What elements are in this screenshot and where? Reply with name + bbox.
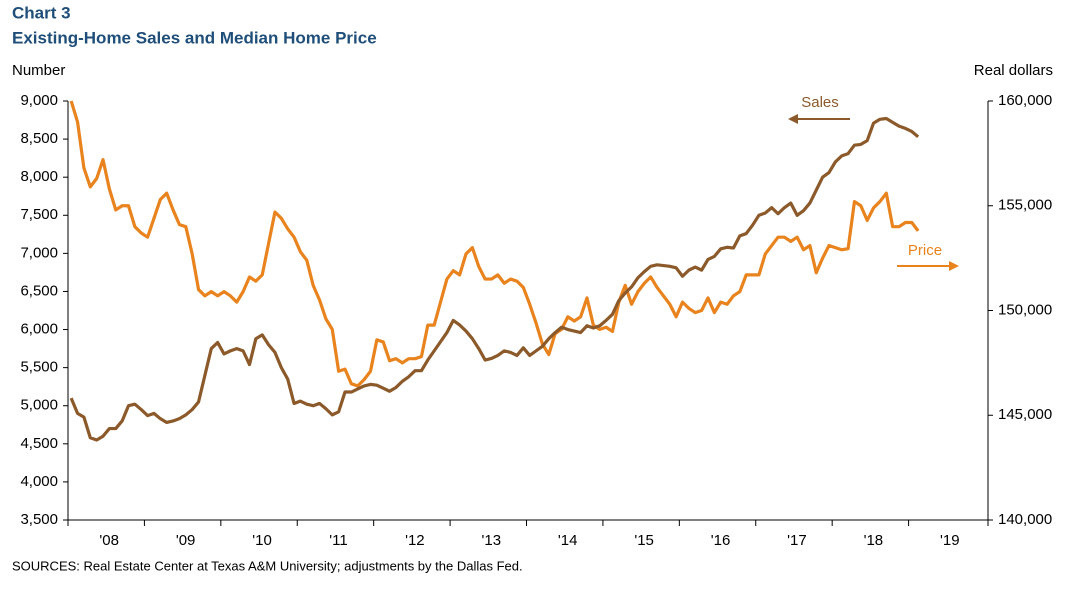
x-tick-label: '13 (482, 532, 502, 549)
y-tick-label: 8,500 (20, 130, 58, 147)
y2-tick-label: 150,000 (998, 301, 1052, 318)
y-tick-label: 3,500 (20, 511, 58, 528)
price-arrowhead (949, 261, 959, 271)
series-line (69, 100, 920, 388)
x-tick-label: '19 (940, 532, 960, 549)
sales-arrowhead (788, 114, 798, 124)
y-tick-label: 7,000 (20, 244, 58, 261)
x-tick-label: '11 (329, 532, 347, 549)
y-tick-label: 7,500 (20, 206, 58, 223)
chart-title: Chart 3 (12, 3, 71, 22)
y2-tick-label: 145,000 (998, 406, 1052, 423)
y-axis-label: Number (12, 62, 65, 79)
series-label: Sales (801, 94, 839, 111)
y-tick-label: 6,500 (20, 282, 58, 299)
x-tick-label: '09 (176, 532, 196, 549)
source-note: SOURCES: Real Estate Center at Texas A&M… (12, 558, 523, 573)
x-tick-label: '10 (252, 532, 272, 549)
y-tick-label: 5,500 (20, 359, 58, 376)
x-tick-label: '15 (634, 532, 654, 549)
y-tick-label: 9,000 (20, 92, 58, 109)
series-label: Price (908, 242, 942, 259)
y-tick-label: 6,000 (20, 321, 58, 338)
y-tick-label: 4,500 (20, 435, 58, 452)
y-tick-label: 5,000 (20, 397, 58, 414)
y2-axis-label: Real dollars (974, 62, 1053, 79)
x-tick-label: '08 (99, 532, 119, 549)
y2-tick-label: 155,000 (998, 197, 1052, 214)
series-line (69, 116, 920, 442)
x-tick-label: '12 (405, 532, 425, 549)
y-tick-label: 8,000 (20, 168, 58, 185)
x-tick-label: '16 (711, 532, 731, 549)
x-tick-label: '18 (864, 532, 884, 549)
y-tick-label: 4,000 (20, 473, 58, 490)
y2-tick-label: 160,000 (998, 92, 1052, 109)
y2-tick-label: 140,000 (998, 511, 1052, 528)
chart-subtitle: Existing-Home Sales and Median Home Pric… (12, 28, 377, 47)
x-tick-label: '14 (558, 532, 578, 549)
x-tick-label: '17 (787, 532, 807, 549)
